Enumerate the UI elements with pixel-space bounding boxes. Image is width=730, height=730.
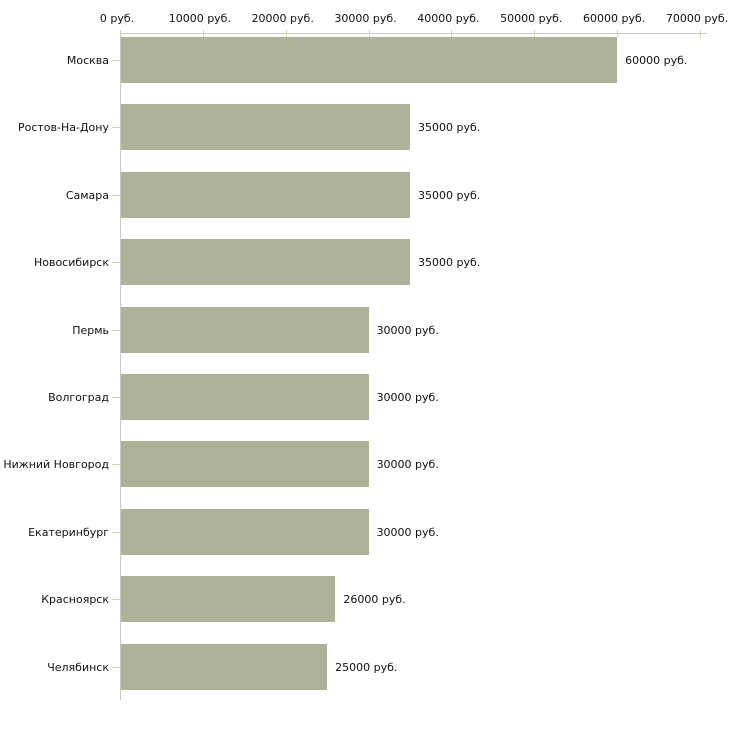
value-label: 60000 руб. (625, 54, 688, 67)
value-label: 30000 руб. (376, 323, 439, 337)
x-axis-tick (285, 30, 287, 37)
x-axis-line (120, 33, 707, 34)
category-label: Москва (66, 54, 109, 67)
y-axis-tick (112, 127, 120, 129)
y-axis-tick (112, 397, 120, 398)
value-label: 35000 руб. (418, 121, 481, 135)
y-axis-tick (112, 329, 120, 331)
category-label: Екатеринбург (28, 525, 109, 539)
category-label: Самара (65, 188, 109, 202)
category-label: Пермь (72, 323, 109, 337)
y-axis-tick (112, 194, 120, 196)
value-label: 30000 руб. (376, 391, 439, 404)
y-axis-tick (112, 262, 120, 264)
value-label: 30000 руб. (376, 458, 439, 472)
x-axis-tick-label: 60000 руб. (583, 12, 646, 25)
bar (121, 643, 328, 690)
y-axis-tick (112, 666, 120, 668)
category-label: Нижний Новгород (3, 458, 109, 472)
y-axis-tick (112, 60, 120, 61)
bar (121, 374, 369, 420)
x-axis-tick-label: 40000 руб. (417, 12, 480, 25)
x-axis-tick-label: 70000 руб. (665, 12, 729, 25)
x-axis-tick-label: 20000 руб. (251, 12, 314, 25)
value-label: 25000 руб. (335, 660, 398, 674)
x-axis-tick (451, 30, 453, 37)
y-axis-tick (112, 599, 120, 601)
category-label: Челябинск (47, 660, 109, 674)
x-axis-tick-label: 10000 руб. (168, 12, 231, 25)
bar (121, 239, 410, 286)
x-axis-tick-label: 30000 руб. (334, 12, 397, 25)
x-axis-tick (617, 30, 619, 37)
x-axis-tick (120, 30, 121, 37)
value-label: 26000 руб. (343, 593, 406, 607)
value-label: 35000 руб. (418, 188, 481, 202)
x-axis-tick (700, 30, 701, 37)
bar (121, 104, 410, 151)
category-label: Волгоград (48, 391, 109, 404)
y-axis-tick (112, 531, 120, 533)
x-axis-tick (202, 30, 204, 37)
x-axis-tick (534, 30, 536, 37)
y-axis-tick (112, 464, 120, 466)
x-axis-tick-label: 50000 руб. (500, 12, 563, 25)
value-label: 35000 руб. (418, 256, 481, 270)
category-label: Красноярск (41, 593, 109, 607)
y-axis-line (120, 33, 121, 700)
bar (121, 37, 618, 83)
bar (121, 171, 410, 218)
x-axis-tick-label: 0 руб. (99, 12, 135, 25)
bar (121, 306, 369, 353)
bar (121, 508, 369, 555)
category-label: Ростов-На-Дону (17, 121, 109, 135)
category-label: Новосибирск (33, 256, 109, 270)
bar (121, 576, 336, 623)
value-label: 30000 руб. (376, 525, 439, 539)
x-axis-tick (368, 30, 370, 37)
bar (121, 441, 369, 488)
